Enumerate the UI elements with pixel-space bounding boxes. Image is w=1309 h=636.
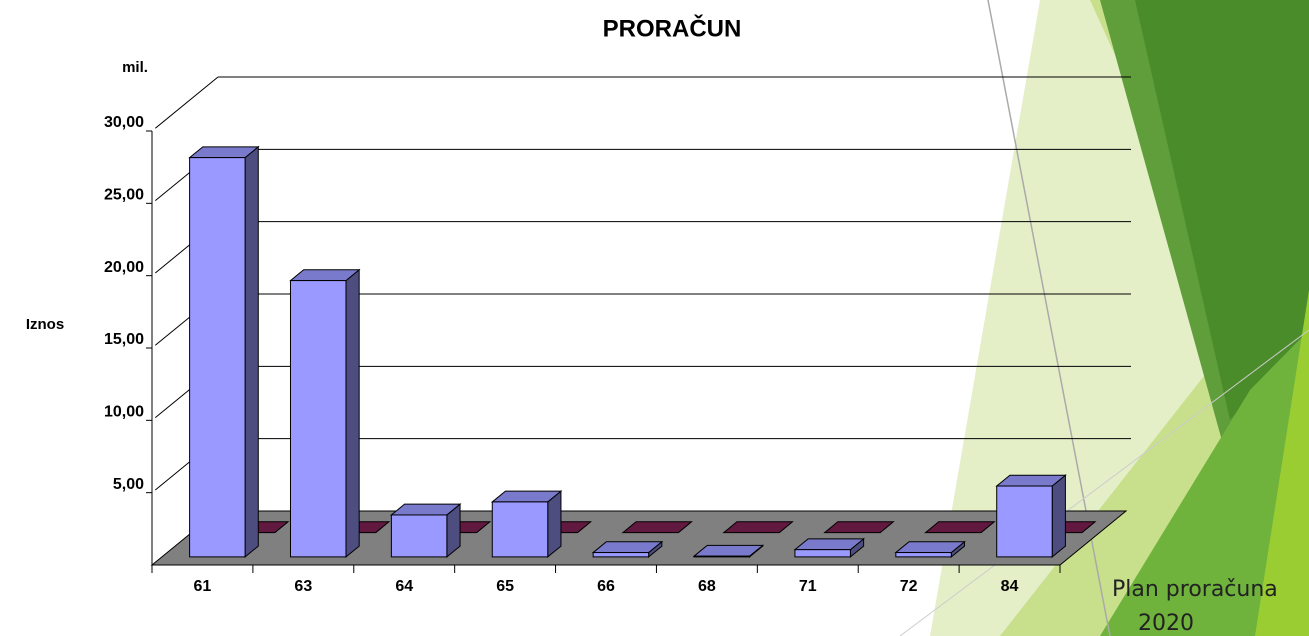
slide: PRORAČUN mil. Iznos Plan proračuna 2020 … (0, 0, 1309, 636)
bar-side (548, 491, 561, 557)
y-tick-label: 30,00 (104, 114, 144, 131)
grid-line (155, 77, 218, 128)
bar-group (795, 539, 864, 557)
x-tick-label: 66 (597, 578, 615, 595)
y-tick-label: 10,00 (104, 404, 144, 421)
bar (492, 502, 547, 557)
bar (795, 550, 850, 557)
x-tick-label: 63 (294, 578, 312, 595)
y-tick-label: 5,00 (113, 476, 144, 493)
bar (593, 553, 648, 557)
chart-title: PRORAČUN (603, 14, 742, 42)
x-tick-label: 71 (799, 578, 817, 595)
slide-caption: Plan proračuna (1112, 577, 1278, 602)
x-tick-label: 68 (698, 578, 716, 595)
bar-side (245, 147, 258, 557)
bar-side (346, 270, 359, 557)
bar (997, 486, 1052, 557)
bar-group (290, 270, 359, 557)
bar-group (190, 147, 259, 557)
bar (190, 158, 245, 557)
bar (391, 515, 446, 557)
y-unit: mil. (122, 59, 148, 76)
bar-group (694, 545, 763, 557)
bar (694, 556, 749, 557)
bar (896, 553, 951, 557)
bar-group (391, 504, 460, 557)
bar (290, 281, 345, 557)
bar-group (492, 491, 561, 557)
y-tick-label: 25,00 (104, 187, 144, 204)
bar-group (997, 475, 1066, 557)
y-tick-label: 20,00 (104, 259, 144, 276)
x-tick-label: 65 (496, 578, 514, 595)
y-tick-label: 15,00 (104, 331, 144, 348)
bar-group (593, 542, 662, 557)
x-tick-label: 64 (395, 578, 413, 595)
x-tick-label: 61 (194, 578, 212, 595)
slide-caption: 2020 (1138, 611, 1194, 636)
bar-group (896, 542, 965, 557)
x-tick-label: 72 (900, 578, 918, 595)
page: {"chart_data": {"type": "bar3d", "title"… (0, 0, 1309, 636)
y-axis-label: Iznos (26, 316, 64, 333)
x-tick-label: 84 (1001, 578, 1019, 595)
bar-side (1052, 475, 1065, 557)
